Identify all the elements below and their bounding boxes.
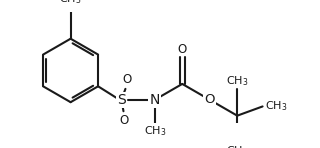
- Text: N: N: [149, 93, 160, 107]
- Text: CH$_3$: CH$_3$: [60, 0, 82, 6]
- Text: O: O: [119, 114, 129, 127]
- Text: CH$_3$: CH$_3$: [265, 100, 287, 113]
- Text: S: S: [117, 93, 126, 107]
- Text: CH$_3$: CH$_3$: [226, 144, 248, 148]
- Text: CH$_3$: CH$_3$: [226, 74, 248, 88]
- Text: O: O: [204, 93, 215, 106]
- Text: CH$_3$: CH$_3$: [144, 125, 166, 139]
- Text: O: O: [122, 73, 131, 86]
- Text: O: O: [178, 43, 187, 56]
